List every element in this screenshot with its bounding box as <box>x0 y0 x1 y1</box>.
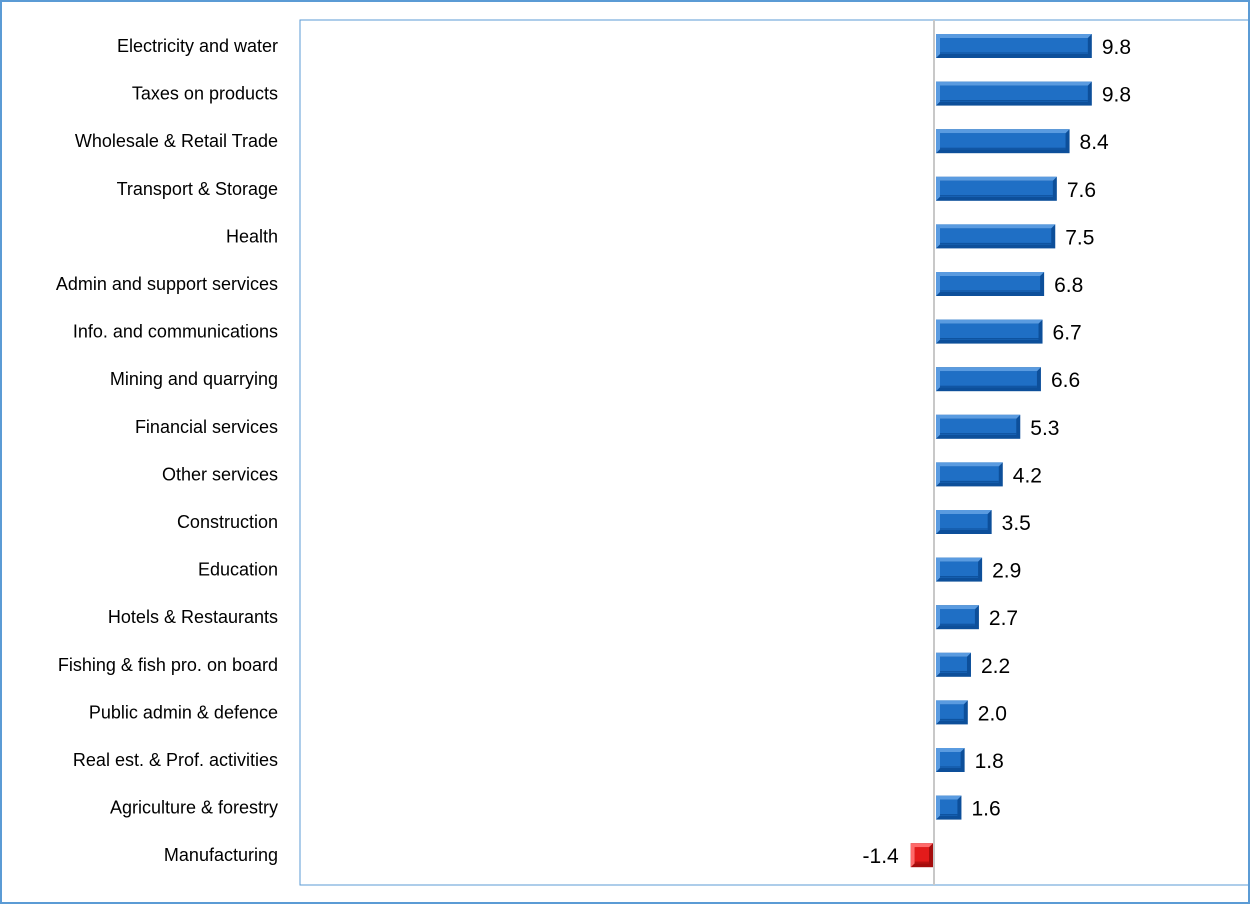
bar <box>936 605 979 630</box>
value-label: 9.8 <box>1102 36 1131 59</box>
value-label: 4.2 <box>1013 464 1042 487</box>
value-label: 7.6 <box>1067 179 1096 202</box>
bar <box>936 367 1041 392</box>
value-label: 6.8 <box>1054 274 1083 297</box>
bar <box>936 176 1057 201</box>
bar <box>936 34 1092 58</box>
category-label: Construction <box>177 512 278 532</box>
bar <box>936 700 968 725</box>
bar <box>936 510 992 534</box>
value-label: 5.3 <box>1030 417 1059 440</box>
value-label: 9.8 <box>1102 84 1131 107</box>
bar <box>936 129 1070 154</box>
value-label: 3.5 <box>1002 512 1031 535</box>
value-label: 1.8 <box>975 750 1004 773</box>
value-label: -1.4 <box>863 845 900 868</box>
category-label: Other services <box>162 464 278 484</box>
value-label: 2.9 <box>992 560 1021 583</box>
bar <box>936 272 1045 296</box>
category-label: Health <box>226 226 278 246</box>
value-label: 1.6 <box>971 798 1000 821</box>
value-label: 2.2 <box>981 655 1010 678</box>
value-label: 2.0 <box>978 702 1007 725</box>
value-label: 8.4 <box>1080 131 1110 154</box>
value-label: 6.6 <box>1051 369 1080 392</box>
category-label: Manufacturing <box>164 845 278 865</box>
category-label: Education <box>198 560 278 580</box>
bar <box>910 843 933 868</box>
bar <box>936 652 971 677</box>
value-label: 2.7 <box>989 607 1018 630</box>
bar <box>936 414 1021 439</box>
bar <box>936 462 1003 487</box>
bar <box>936 557 983 582</box>
category-label: Electricity and water <box>117 36 278 56</box>
value-label: 6.7 <box>1053 322 1082 345</box>
category-label: Fishing & fish pro. on board <box>58 655 278 675</box>
bar <box>936 795 962 820</box>
bar <box>936 748 965 772</box>
bar <box>936 319 1043 344</box>
category-label: Wholesale & Retail Trade <box>75 131 278 151</box>
plot-area <box>299 19 1250 886</box>
bar <box>936 81 1092 106</box>
category-label: Mining and quarrying <box>110 369 278 389</box>
category-label: Info. and communications <box>73 322 278 342</box>
bar <box>936 224 1056 249</box>
value-label: 7.5 <box>1065 226 1094 249</box>
category-label: Real est. & Prof. activities <box>73 750 278 770</box>
category-label: Taxes on products <box>132 84 278 104</box>
category-label: Hotels & Restaurants <box>108 607 278 627</box>
category-label: Admin and support services <box>56 274 278 294</box>
category-label: Transport & Storage <box>117 179 278 199</box>
category-label: Agriculture & forestry <box>110 798 278 818</box>
category-label: Public admin & defence <box>89 702 278 722</box>
category-label: Financial services <box>135 417 278 437</box>
